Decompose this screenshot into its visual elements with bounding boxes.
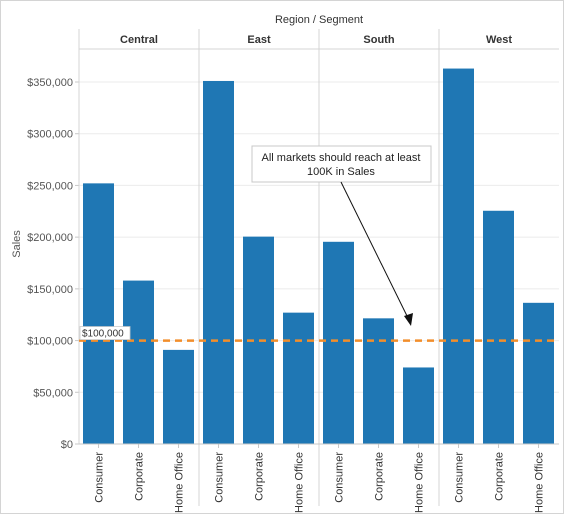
category-label: Consumer xyxy=(214,452,226,503)
bar xyxy=(323,241,354,444)
region-header: East xyxy=(247,34,271,46)
labels-layer: Region / Segment Sales $0 $50,000 $100,000 $1… xyxy=(11,14,546,513)
chart-title: Region / Segment xyxy=(275,14,363,26)
frame-layer xyxy=(75,29,559,506)
y-tick-label: $250,000 xyxy=(27,180,73,192)
category-label: Consumer xyxy=(454,452,466,503)
category-label: Corporate xyxy=(374,452,386,501)
category-label: Home Office xyxy=(534,452,546,513)
category-label: Corporate xyxy=(254,452,266,501)
bar xyxy=(283,312,314,444)
annotation-box xyxy=(251,145,432,183)
bar xyxy=(443,68,474,444)
y-tick-label: $150,000 xyxy=(27,284,73,296)
region-header: West xyxy=(486,34,512,46)
y-tick-label: $300,000 xyxy=(27,129,73,141)
category-label: Corporate xyxy=(134,452,146,501)
region-header: South xyxy=(363,34,394,46)
category-label: Home Office xyxy=(414,452,426,513)
category-label: Consumer xyxy=(94,452,106,503)
y-axis-label: Sales xyxy=(11,230,23,258)
bar xyxy=(523,302,554,444)
annotation-text-line1: All markets should reach at least xyxy=(262,152,421,164)
bar xyxy=(203,80,234,445)
category-label: Consumer xyxy=(334,452,346,503)
y-tick-label: $50,000 xyxy=(33,387,73,399)
y-tick-label: $350,000 xyxy=(27,77,73,89)
category-label: Home Office xyxy=(174,452,186,513)
y-tick-label: $0 xyxy=(61,439,73,451)
y-tick-label: $200,000 xyxy=(27,232,73,244)
reference-line-label: $100,000 xyxy=(82,329,124,340)
overlay-layer: $100,000 All markets should reach at leas… xyxy=(79,145,559,342)
bars-layer xyxy=(83,68,554,445)
category-label: Corporate xyxy=(494,452,506,501)
bar xyxy=(483,210,514,444)
annotation-arrow-head xyxy=(404,313,413,326)
category-label: Home Office xyxy=(294,452,306,513)
reference-label-box xyxy=(79,326,131,340)
bar xyxy=(363,318,394,444)
bar xyxy=(163,349,194,444)
annotation-arrow-line xyxy=(340,181,410,321)
bar xyxy=(83,183,114,445)
y-tick-label: $100,000 xyxy=(27,336,73,348)
bar xyxy=(403,367,434,444)
annotation-text-line2: 100K in Sales xyxy=(307,166,375,178)
bar xyxy=(123,280,154,444)
region-header: Central xyxy=(120,34,158,46)
